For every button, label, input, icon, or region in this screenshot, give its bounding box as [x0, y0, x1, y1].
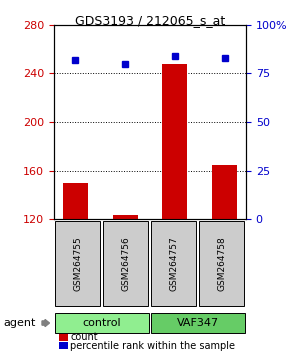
Bar — [212, 165, 237, 354]
Text: GSM264755: GSM264755 — [74, 236, 82, 291]
Text: agent: agent — [3, 318, 35, 328]
FancyBboxPatch shape — [103, 221, 148, 306]
Bar — [112, 215, 137, 354]
Text: percentile rank within the sample: percentile rank within the sample — [70, 341, 236, 350]
Bar — [63, 183, 88, 354]
Text: GSM264758: GSM264758 — [218, 236, 226, 291]
FancyBboxPatch shape — [55, 221, 100, 306]
Text: GDS3193 / 212065_s_at: GDS3193 / 212065_s_at — [75, 14, 225, 27]
FancyBboxPatch shape — [55, 313, 149, 333]
Bar — [163, 64, 188, 354]
FancyBboxPatch shape — [151, 313, 245, 333]
FancyBboxPatch shape — [199, 221, 244, 306]
Text: count: count — [70, 332, 98, 342]
Text: GSM264757: GSM264757 — [169, 236, 178, 291]
Text: VAF347: VAF347 — [177, 318, 219, 328]
Text: control: control — [83, 318, 121, 328]
Text: GSM264756: GSM264756 — [122, 236, 130, 291]
FancyBboxPatch shape — [151, 221, 196, 306]
